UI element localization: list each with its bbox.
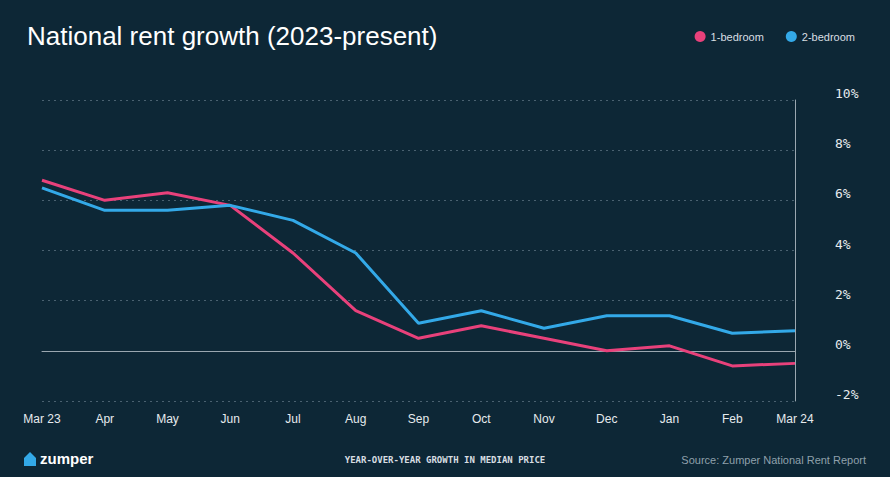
- svg-text:Source: Zumper National Rent R: Source: Zumper National Rent Report: [681, 454, 866, 466]
- svg-text:Sep: Sep: [408, 412, 430, 426]
- svg-text:Jan: Jan: [660, 412, 679, 426]
- svg-text:1-bedroom: 1-bedroom: [711, 31, 764, 43]
- svg-text:Dec: Dec: [596, 412, 617, 426]
- svg-text:Mar 23: Mar 23: [23, 412, 61, 426]
- svg-text:zumper: zumper: [40, 450, 94, 467]
- svg-text:Jul: Jul: [285, 412, 300, 426]
- svg-text:Oct: Oct: [472, 412, 491, 426]
- svg-text:10%: 10%: [835, 86, 859, 101]
- svg-text:4%: 4%: [835, 237, 851, 252]
- svg-text:Nov: Nov: [533, 412, 554, 426]
- svg-text:Aug: Aug: [345, 412, 366, 426]
- svg-text:Mar 24: Mar 24: [776, 412, 814, 426]
- svg-text:2%: 2%: [835, 287, 851, 302]
- svg-text:Apr: Apr: [95, 412, 114, 426]
- svg-text:0%: 0%: [835, 337, 851, 352]
- svg-text:National rent growth (2023-pre: National rent growth (2023-present): [27, 21, 437, 51]
- svg-text:Feb: Feb: [722, 412, 743, 426]
- svg-text:Jun: Jun: [221, 412, 240, 426]
- svg-text:2-bedroom: 2-bedroom: [802, 31, 855, 43]
- svg-text:YEAR-OVER-YEAR GROWTH IN MEDIA: YEAR-OVER-YEAR GROWTH IN MEDIAN PRICE: [345, 455, 545, 465]
- svg-text:6%: 6%: [835, 186, 851, 201]
- svg-text:-2%: -2%: [835, 387, 859, 402]
- svg-text:May: May: [156, 412, 179, 426]
- svg-text:8%: 8%: [835, 136, 851, 151]
